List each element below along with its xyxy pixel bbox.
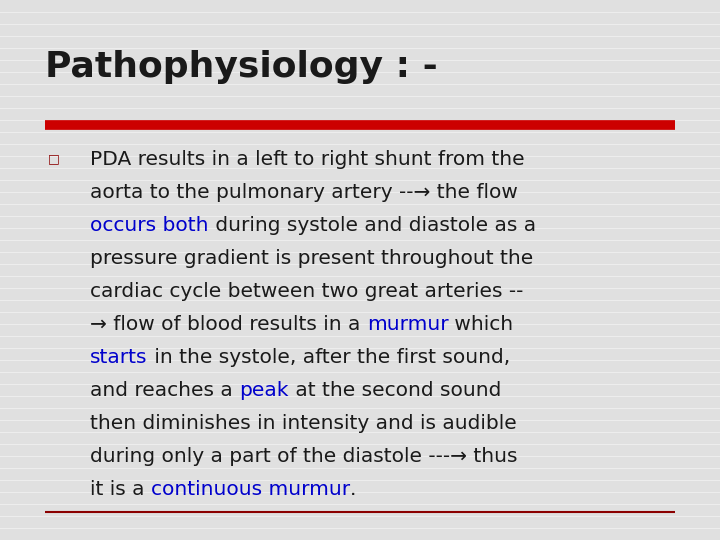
Text: in the systole, after the first sound,: in the systole, after the first sound, — [148, 348, 510, 367]
Text: at the second sound: at the second sound — [289, 381, 501, 400]
Text: PDA results in a left to right shunt from the: PDA results in a left to right shunt fro… — [90, 150, 525, 169]
Text: pressure gradient is present throughout the: pressure gradient is present throughout … — [90, 249, 534, 268]
Text: during systole and diastole as a: during systole and diastole as a — [209, 216, 536, 235]
Text: which: which — [449, 315, 513, 334]
Text: it is a: it is a — [90, 480, 151, 499]
Text: starts: starts — [90, 348, 148, 367]
Text: then diminishes in intensity and is audible: then diminishes in intensity and is audi… — [90, 414, 517, 433]
Text: □: □ — [48, 152, 60, 165]
Text: during only a part of the diastole ---→ thus: during only a part of the diastole ---→ … — [90, 447, 518, 466]
Text: .: . — [350, 480, 356, 499]
Text: Pathophysiology : -: Pathophysiology : - — [45, 50, 438, 84]
Text: and reaches a: and reaches a — [90, 381, 239, 400]
Text: continuous murmur: continuous murmur — [151, 480, 350, 499]
Text: peak: peak — [239, 381, 289, 400]
Text: murmur: murmur — [366, 315, 449, 334]
Text: occurs both: occurs both — [90, 216, 209, 235]
Text: aorta to the pulmonary artery --→ the flow: aorta to the pulmonary artery --→ the fl… — [90, 183, 518, 202]
Text: → flow of blood results in a: → flow of blood results in a — [90, 315, 366, 334]
Text: cardiac cycle between two great arteries --: cardiac cycle between two great arteries… — [90, 282, 523, 301]
